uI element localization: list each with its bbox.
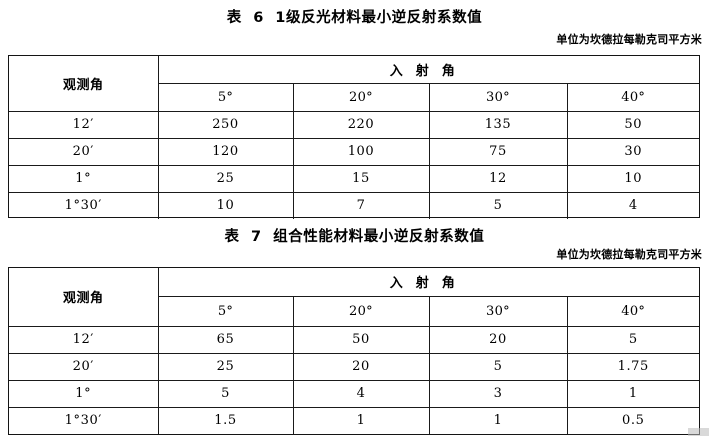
table-row: 1°30′ 1.5 1 1 0.5 (9, 406, 700, 434)
table7-row-0-label: 12′ (9, 325, 159, 354)
table7-cell-2-0: 5 (157, 379, 294, 408)
table7-row-2-label: 1° (9, 379, 159, 408)
table6-col-group-label: 入射角 (157, 56, 700, 84)
table7-col-header-2: 30° (428, 295, 568, 327)
table6-cell-3-1: 7 (292, 191, 430, 219)
table7-row-1-label: 20′ (9, 352, 159, 381)
table-row: 1°30′ 10 7 5 4 (9, 191, 700, 219)
table7-title-label: 表 (224, 229, 240, 245)
table7-col-header-0: 5° (157, 295, 294, 327)
table6-unit-caption: 单位为坎德拉每勒克司平方米 (556, 33, 702, 46)
table6-col-header-2: 30° (428, 82, 568, 112)
table7-cell-3-3: 0.5 (566, 406, 700, 434)
table6-title: 表 6 1级反光材料最小逆反射系数值 (0, 6, 709, 27)
table7-title-text: 组合性能材料最小逆反射系数值 (273, 229, 485, 245)
table6-cell-2-0: 25 (157, 164, 294, 193)
table7-col-group-label: 入射角 (157, 268, 700, 297)
table6-cell-2-3: 10 (566, 164, 700, 193)
table6-cell-1-1: 100 (292, 137, 430, 166)
table7-cell-2-3: 1 (566, 379, 700, 408)
table6-cell-2-2: 12 (428, 164, 568, 193)
table7-cell-0-0: 65 (157, 325, 294, 354)
table6-row-2-label: 1° (9, 164, 159, 193)
table7-cell-1-0: 25 (157, 352, 294, 381)
table7-cell-0-2: 20 (428, 325, 568, 354)
table7-cell-1-2: 5 (428, 352, 568, 381)
table7-cell-3-1: 1 (292, 406, 430, 434)
table6-cell-0-2: 135 (428, 110, 568, 139)
table-row: 12′ 65 50 20 5 (9, 325, 700, 354)
table6-title-label: 表 (226, 10, 243, 26)
table7-col-header-1: 20° (292, 295, 430, 327)
table7-title-number: 7 (251, 229, 263, 245)
table6-cell-0-1: 220 (292, 110, 430, 139)
table6-cell-2-1: 15 (292, 164, 430, 193)
table6-row-3-label: 1°30′ (9, 191, 159, 219)
table6-row-header-label: 观测角 (9, 56, 159, 112)
table-row: 12′ 250 220 135 50 (9, 110, 700, 139)
table6-col-header-3: 40° (566, 82, 700, 112)
table7-col-header-3: 40° (566, 295, 700, 327)
table7-row-header-label: 观测角 (9, 268, 159, 327)
table6-cell-0-0: 250 (157, 110, 294, 139)
table7-cell-0-1: 50 (292, 325, 430, 354)
table6-cell-0-3: 50 (566, 110, 700, 139)
table6-col-header-0: 5° (157, 82, 294, 112)
table6: 观测角 入射角 5° 20° 30° 40° 12′ 250 220 135 5… (8, 55, 700, 219)
table6-row-1-label: 20′ (9, 137, 159, 166)
table6-title-number: 6 (253, 10, 265, 26)
table6-cell-3-3: 4 (566, 191, 700, 219)
table6-cell-1-3: 30 (566, 137, 700, 166)
table6-col-header-1: 20° (292, 82, 430, 112)
table7-row-3-label: 1°30′ (9, 406, 159, 434)
table7-cell-3-0: 1.5 (157, 406, 294, 434)
table6-cell-3-0: 10 (157, 191, 294, 219)
table7-cell-0-3: 5 (566, 325, 700, 354)
table7-cell-2-1: 4 (292, 379, 430, 408)
table-row: 1° 25 15 12 10 (9, 164, 700, 193)
table7-cell-1-3: 1.75 (566, 352, 700, 381)
table6-cell-1-0: 120 (157, 137, 294, 166)
table6-row-0-label: 12′ (9, 110, 159, 139)
table7-title: 表 7 组合性能材料最小逆反射系数值 (0, 225, 709, 246)
table6-cell-3-2: 5 (428, 191, 568, 219)
table6-title-text: 1级反光材料最小逆反射系数值 (275, 10, 483, 26)
table7-cell-1-1: 20 (292, 352, 430, 381)
table-row: 1° 5 4 3 1 (9, 379, 700, 408)
table7-cell-3-2: 1 (428, 406, 568, 434)
table-row: 20′ 120 100 75 30 (9, 137, 700, 166)
table6-cell-1-2: 75 (428, 137, 568, 166)
table7-cell-2-2: 3 (428, 379, 568, 408)
table7-unit-caption: 单位为坎德拉每勒克司平方米 (556, 248, 702, 261)
table-row: 20′ 25 20 5 1.75 (9, 352, 700, 381)
scan-artifact (688, 428, 709, 436)
table7: 观测角 入射角 5° 20° 30° 40° 12′ 65 50 20 5 (8, 267, 700, 435)
